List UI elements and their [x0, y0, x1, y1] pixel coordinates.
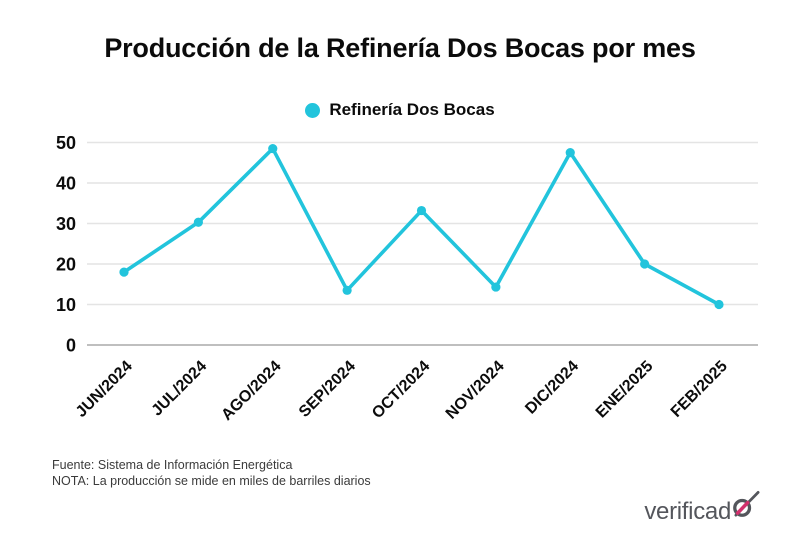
x-axis-tick-label: JUN/2024 [73, 358, 136, 421]
legend-marker-icon [305, 102, 321, 118]
x-axis-tick-label: JUL/2024 [148, 358, 210, 420]
logo-text: verificad [644, 498, 731, 525]
chart-series [119, 143, 724, 310]
data-point [416, 205, 427, 216]
legend: Refinería Dos Bocas [0, 100, 800, 120]
data-point [491, 282, 501, 292]
x-axis-tick-label: AGO/2024 [218, 358, 284, 424]
x-axis-tick-label: DIC/2024 [522, 358, 582, 418]
x-axis-tick-label: FEB/2025 [668, 358, 731, 421]
logo-check-o-icon [733, 491, 760, 517]
x-axis-labels: JUN/2024 JUL/2024 AGO/2024 SEP/2024 OCT/2024… [73, 358, 731, 424]
footer-source: Fuente: Sistema de Información Energétic… [52, 458, 293, 472]
data-point [193, 217, 203, 227]
y-axis-tick-label: 30 [56, 214, 76, 234]
chart-title: Producción de la Refinería Dos Bocas por… [104, 33, 696, 63]
y-axis-tick-label: 20 [56, 255, 76, 275]
y-axis-tick-label: 40 [56, 174, 76, 194]
data-point [565, 148, 575, 158]
y-axis-tick-label: 0 [66, 336, 76, 356]
data-point [714, 299, 724, 310]
x-axis-tick-label: ENE/2025 [593, 358, 657, 422]
data-point [640, 259, 650, 269]
footer-note: NOTA: La producción se mide en miles de … [52, 474, 371, 488]
data-point [119, 267, 129, 277]
series-line [122, 146, 721, 307]
y-axis-labels: 0 10 20 30 40 50 [56, 133, 76, 356]
verificado-logo: verificad [644, 489, 762, 526]
x-axis-tick-label: OCT/2024 [369, 358, 433, 422]
x-axis-tick-label: SEP/2024 [296, 358, 359, 421]
line-chart: 0 10 20 30 40 50 JUN/2024 JUL/2024 AGO/2024 SEP/… [56, 133, 758, 424]
legend-label: Refinería Dos Bocas [329, 100, 495, 119]
chart-gridlines [87, 141, 758, 346]
chart-footer: Fuente: Sistema de Información Energétic… [52, 457, 371, 489]
data-point [342, 285, 352, 295]
y-axis-tick-label: 50 [56, 133, 76, 153]
x-axis-tick-label: NOV/2024 [443, 358, 508, 423]
data-point [268, 143, 278, 154]
y-axis-tick-label: 10 [56, 295, 76, 315]
